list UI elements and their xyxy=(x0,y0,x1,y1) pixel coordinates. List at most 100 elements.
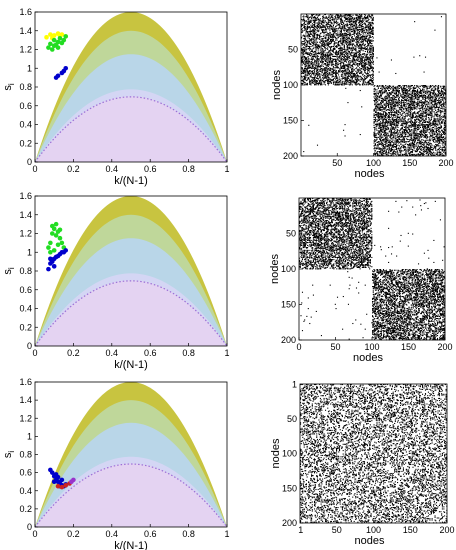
edge-dot xyxy=(356,69,358,71)
edge-dot xyxy=(342,67,344,70)
edge-dot xyxy=(343,74,345,76)
edge-dot xyxy=(362,73,364,75)
edge-dot xyxy=(361,38,363,40)
edge-dot xyxy=(370,66,372,68)
edge-dot xyxy=(338,40,340,43)
edge-dot xyxy=(325,70,327,72)
edge-dot xyxy=(308,33,310,35)
edge-dot xyxy=(369,62,371,64)
edge-dot xyxy=(346,67,348,70)
edge-dot xyxy=(319,51,321,53)
edge-dot xyxy=(359,21,361,23)
edge-dot xyxy=(320,39,322,41)
edge-dot xyxy=(345,38,348,40)
edge-dot xyxy=(345,58,348,60)
edge-dot xyxy=(364,65,366,67)
edge-dot xyxy=(370,83,372,85)
edge-dot xyxy=(370,50,372,52)
edge-dot xyxy=(334,43,336,45)
edge-dot xyxy=(310,76,312,78)
edge-dot xyxy=(369,22,371,24)
edge-dot xyxy=(305,75,307,77)
edge-dot xyxy=(350,41,352,43)
edge-dot xyxy=(308,52,310,54)
edge-dot xyxy=(361,39,363,41)
edge-dot xyxy=(340,34,342,36)
edge-dot xyxy=(325,28,327,31)
edge-dot xyxy=(316,70,319,72)
edge-dot xyxy=(319,53,321,55)
edge-dot xyxy=(317,65,319,67)
edge-dot xyxy=(348,81,350,83)
edge-dot xyxy=(310,58,312,60)
edge-dot xyxy=(353,21,356,23)
edge-dot xyxy=(305,59,307,61)
edge-dot xyxy=(348,50,350,53)
edge-dot xyxy=(340,27,342,29)
edge-dot xyxy=(364,77,366,79)
edge-dot xyxy=(311,73,313,75)
edge-dot xyxy=(317,15,319,17)
edge-dot xyxy=(429,101,431,103)
edge-dot xyxy=(310,20,312,22)
edge-dot xyxy=(334,55,336,57)
edge-dot xyxy=(306,70,308,72)
edge-dot xyxy=(305,50,307,52)
edge-dot xyxy=(390,153,392,155)
edge-dot xyxy=(351,23,353,26)
edge-dot xyxy=(363,48,365,50)
edge-dot xyxy=(320,56,322,58)
edge-dot xyxy=(365,55,367,57)
edge-dot xyxy=(402,105,404,107)
edge-dot xyxy=(368,44,370,46)
edge-dot xyxy=(372,14,374,16)
edge-dot xyxy=(319,80,321,82)
edge-dot xyxy=(356,58,358,60)
edge-dot xyxy=(369,71,371,73)
edge-dot xyxy=(301,42,303,44)
edge-dot xyxy=(314,37,316,39)
edge-dot xyxy=(316,65,319,67)
edge-dot xyxy=(311,42,313,44)
edge-dot xyxy=(395,87,397,89)
edge-dot xyxy=(302,47,304,49)
edge-dot xyxy=(370,67,372,70)
edge-dot xyxy=(316,25,318,27)
edge-dot xyxy=(311,50,313,53)
edge-dot xyxy=(369,49,371,51)
edge-dot xyxy=(332,69,334,71)
edge-dot xyxy=(374,150,377,152)
edge-dot xyxy=(356,28,358,30)
edge-dot xyxy=(330,52,332,54)
edge-dot xyxy=(354,48,356,50)
edge-dot xyxy=(328,69,330,71)
edge-dot xyxy=(372,68,374,70)
edge-dot xyxy=(375,94,377,96)
edge-dot xyxy=(361,61,363,63)
edge-dot xyxy=(346,73,348,75)
edge-dot xyxy=(356,33,358,35)
edge-dot xyxy=(308,80,311,82)
edge-dot xyxy=(360,67,362,70)
edge-dot xyxy=(330,45,332,48)
edge-dot xyxy=(307,23,309,25)
edge-dot xyxy=(358,45,360,48)
edge-dot xyxy=(398,85,400,87)
edge-dot xyxy=(348,55,350,57)
edge-dot xyxy=(337,43,339,45)
edge-dot xyxy=(328,72,330,74)
edge-dot xyxy=(356,44,358,46)
edge-dot xyxy=(328,54,330,56)
edge-dot xyxy=(308,65,311,67)
edge-dot xyxy=(327,40,329,42)
edge-dot xyxy=(353,30,355,32)
edge-dot xyxy=(375,102,377,104)
edge-dot xyxy=(344,27,346,29)
edge-dot xyxy=(394,106,396,108)
edge-dot xyxy=(321,50,323,53)
edge-dot xyxy=(357,31,359,33)
edge-dot xyxy=(406,103,408,105)
edge-dot xyxy=(316,70,318,72)
edge-dot xyxy=(363,18,365,20)
